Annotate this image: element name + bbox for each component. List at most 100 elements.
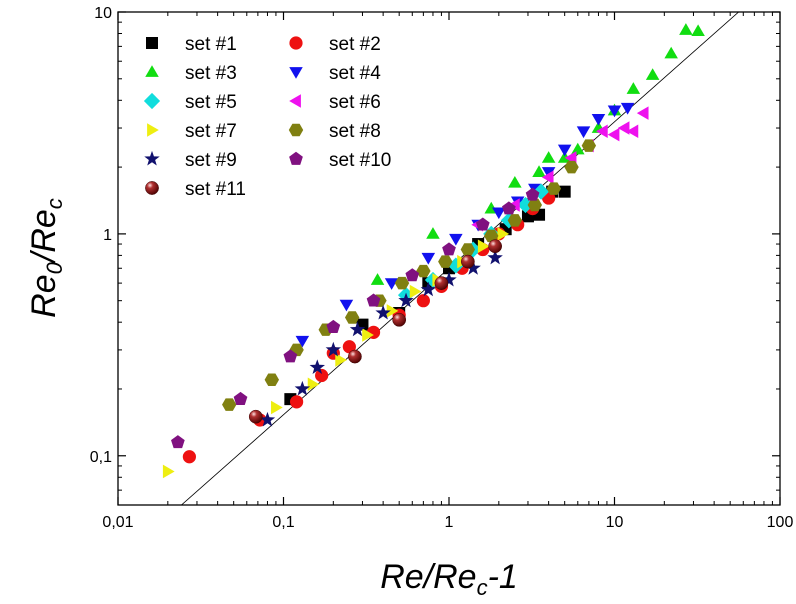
data-point: [426, 227, 440, 239]
data-point: [581, 139, 597, 152]
data-point: [508, 198, 520, 212]
legend-item: set #4: [289, 63, 381, 84]
data-point: [375, 304, 391, 320]
legend-marker: [289, 151, 303, 165]
series-8: [222, 139, 597, 411]
data-point: [596, 124, 608, 139]
series-11: [248, 239, 502, 424]
x-tick-label: 0,1: [272, 514, 294, 531]
data-point: [366, 293, 381, 307]
data-point: [348, 349, 362, 364]
legend-marker: [288, 123, 304, 137]
data-point: [290, 395, 304, 409]
legend-label: set #9: [185, 150, 237, 171]
data-point: [421, 252, 436, 265]
data-point: [546, 182, 562, 195]
x-axis-ticks: 0,01 0,1 1 10 100: [102, 12, 793, 531]
data-point: [484, 229, 499, 243]
legend-label: set #7: [185, 121, 237, 142]
data-point: [517, 196, 534, 214]
legend-label: set #8: [329, 121, 381, 142]
data-point: [384, 278, 399, 290]
data-point: [525, 187, 540, 201]
data-points-layer: [162, 23, 705, 479]
legend-marker: [289, 36, 303, 50]
x-axis-title: Re/Rec-1: [380, 558, 518, 600]
data-point: [447, 257, 464, 274]
data-point: [532, 165, 546, 177]
data-point: [342, 340, 356, 354]
legend-marker: [145, 65, 159, 77]
data-point: [295, 335, 310, 348]
data-point: [294, 380, 311, 396]
data-point: [405, 268, 420, 282]
data-point: [438, 255, 453, 268]
data-point: [162, 464, 175, 479]
legend-item: set #6: [289, 92, 381, 113]
data-point: [283, 349, 298, 363]
legend-marker: [145, 181, 159, 195]
data-point: [233, 391, 248, 405]
legend-marker: [147, 123, 159, 137]
legend-item: set #1: [146, 34, 237, 55]
data-point: [541, 151, 556, 163]
data-point: [645, 68, 660, 80]
data-point: [370, 273, 385, 285]
minor-ticks: [118, 12, 780, 506]
data-point: [607, 127, 620, 142]
data-point: [532, 183, 550, 200]
data-point: [344, 311, 360, 324]
y-axis-ticks: 0,1 1 10: [90, 5, 780, 466]
data-point: [248, 409, 263, 424]
data-point: [264, 373, 280, 387]
legend-label: set #4: [329, 63, 381, 84]
data-point: [434, 276, 449, 290]
y-tick-label: 0,1: [90, 449, 112, 466]
data-point: [497, 227, 510, 241]
data-point: [420, 281, 437, 297]
data-point: [507, 214, 523, 227]
data-point: [171, 435, 185, 449]
data-point: [416, 294, 430, 308]
legend-marker: [289, 67, 303, 79]
data-point: [309, 359, 325, 375]
data-point: [502, 201, 516, 215]
legend-label: set #6: [329, 92, 381, 113]
data-point: [557, 151, 572, 163]
data-point: [636, 106, 649, 120]
data-point: [259, 411, 276, 427]
x-axis-title-text: Re/Rec-1: [380, 558, 518, 600]
legend-label: set #5: [185, 92, 237, 113]
legend: set #1 set #2 set #3 set #4 set #5 set #6 set …: [143, 34, 391, 200]
data-point: [664, 46, 678, 59]
data-point: [571, 142, 585, 155]
data-point: [557, 144, 572, 157]
series-10: [171, 187, 540, 449]
data-point: [362, 328, 374, 342]
y-tick-label: 1: [103, 227, 112, 244]
legend-item: set #10: [289, 150, 391, 171]
data-point: [691, 24, 705, 37]
legend-marker: [146, 37, 158, 49]
data-point: [541, 170, 554, 184]
data-point: [607, 105, 622, 118]
legend-marker: [143, 92, 161, 110]
legend-item: set #11: [145, 179, 246, 200]
data-point: [620, 102, 635, 115]
data-point: [441, 271, 457, 287]
x-tick-label: 0,01: [102, 514, 133, 531]
data-point: [564, 160, 579, 174]
legend-label: set #11: [185, 179, 246, 200]
legend-item: set #8: [288, 121, 381, 142]
y-axis-title-text: Re0/Rec: [25, 198, 67, 318]
legend-marker: [144, 150, 160, 166]
y-axis-title: Re0/Rec: [25, 198, 67, 318]
data-point: [386, 304, 399, 318]
data-point: [307, 377, 320, 392]
data-point: [315, 368, 329, 383]
data-point: [339, 299, 354, 312]
y-tick-label: 10: [94, 5, 112, 22]
data-point: [349, 321, 366, 337]
legend-item: set #9: [144, 150, 237, 171]
